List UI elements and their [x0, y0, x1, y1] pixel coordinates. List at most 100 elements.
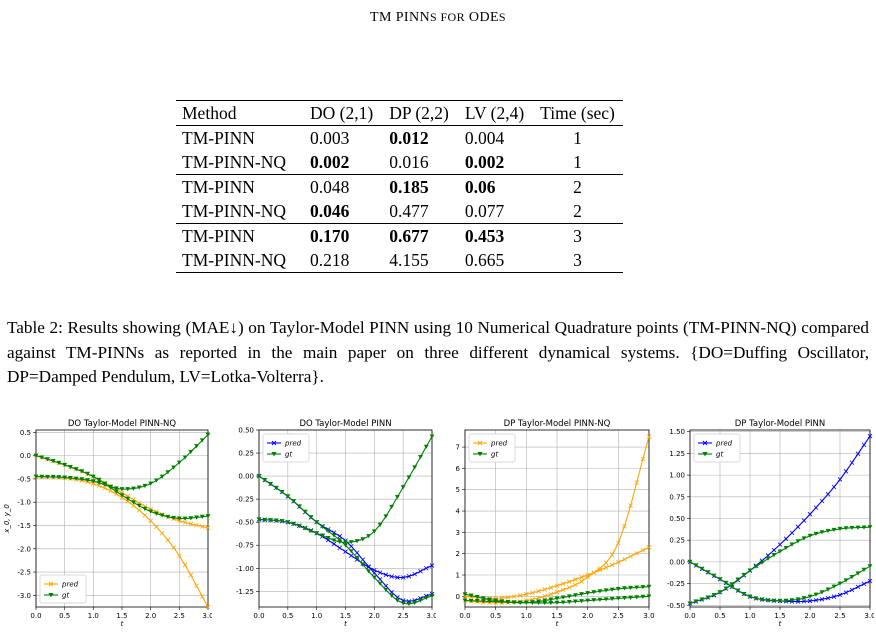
legend-marker-triangle: [702, 452, 708, 457]
marker-x: [406, 574, 412, 579]
marker-x: [813, 597, 819, 603]
marker-triangle: [843, 526, 849, 531]
marker-triangle: [693, 563, 699, 568]
marker-triangle: [131, 500, 136, 505]
marker-triangle: [296, 504, 302, 509]
marker-x: [831, 594, 837, 599]
marker-triangle: [285, 494, 291, 499]
marker-x: [343, 549, 348, 554]
header-text-end: ODE: [465, 10, 499, 25]
marker-triangle: [837, 526, 843, 532]
marker-x: [616, 540, 621, 546]
table-row: TM-PINN-NQ 0.002 0.016 0.002 1: [176, 150, 623, 175]
plot-title: DO Taylor-Model PINN-NQ: [68, 419, 177, 429]
legend-label: pred: [715, 440, 733, 448]
marker-x: [843, 469, 849, 474]
marker-x: [843, 590, 849, 595]
marker-triangle: [548, 597, 554, 602]
y-tick-label: 5: [456, 486, 460, 494]
header-smallcaps-end: s: [498, 10, 506, 24]
x-tick-label: 2.0: [582, 612, 593, 620]
marker-x: [795, 524, 801, 530]
marker-triangle: [159, 474, 165, 479]
plot-dp-pinn: DP Taylor-Model PINN 0.0 0.5 1.0 1.5 2.0 2.5 3.…: [667, 419, 874, 628]
marker-x: [530, 590, 535, 596]
marker-triangle: [628, 595, 633, 600]
marker-triangle: [90, 474, 96, 479]
marker-triangle: [268, 481, 273, 487]
table-cell: TM-PINN-NQ: [182, 152, 287, 172]
marker-triangle: [96, 477, 102, 483]
marker-triangle: [530, 600, 535, 606]
marker-triangle: [90, 479, 96, 484]
marker-triangle: [729, 582, 735, 587]
marker-x: [205, 604, 211, 610]
marker-triangle: [819, 530, 825, 535]
marker-triangle: [813, 592, 819, 597]
marker-triangle: [723, 580, 729, 586]
table-cell: 0.012: [389, 128, 429, 148]
marker-triangle: [554, 596, 560, 601]
marker-triangle: [377, 522, 383, 527]
marker-triangle: [481, 599, 486, 604]
marker-x: [136, 507, 142, 513]
plot-do-pinn: DO Taylor-Model PINN 0.0 0.5 1.0 1.5 2.0 2.5 3.…: [236, 419, 436, 628]
marker-x: [182, 562, 188, 568]
marker-x: [640, 456, 646, 462]
marker-x: [337, 533, 343, 539]
y-tick-label: 0.00: [669, 558, 685, 566]
marker-x: [861, 442, 867, 448]
x-tick-label: 3.0: [643, 612, 654, 620]
marker-triangle: [591, 598, 597, 603]
marker-x: [383, 572, 389, 578]
plot-frame: [35, 429, 209, 608]
marker-triangle: [256, 517, 262, 522]
marker-triangle: [331, 538, 337, 543]
marker-triangle: [771, 553, 777, 558]
marker-x: [360, 557, 366, 562]
marker-triangle: [262, 478, 268, 483]
marker-triangle: [125, 496, 131, 501]
marker-x: [771, 547, 777, 553]
marker-triangle: [462, 592, 468, 597]
marker-x: [603, 560, 609, 566]
marker-triangle: [849, 525, 855, 531]
marker-triangle: [366, 534, 371, 539]
marker-triangle: [205, 432, 211, 437]
x-tick-label: 0.5: [490, 612, 501, 620]
marker-triangle: [735, 588, 741, 593]
marker-triangle: [825, 587, 831, 592]
marker-triangle: [199, 514, 205, 519]
marker-triangle: [56, 475, 62, 480]
marker-triangle: [68, 476, 73, 481]
marker-triangle: [783, 598, 789, 603]
marker-x: [548, 592, 554, 597]
marker-x: [366, 564, 371, 569]
marker-x: [566, 579, 572, 584]
marker-triangle: [523, 600, 529, 605]
y-tick-label: 1: [456, 572, 460, 580]
marker-triangle: [273, 518, 279, 523]
table-row: TM-PINN-NQ 0.046 0.477 0.077 2: [176, 199, 623, 224]
marker-triangle: [360, 562, 366, 567]
marker-triangle: [56, 460, 62, 466]
marker-x: [783, 536, 789, 542]
marker-triangle: [831, 527, 837, 533]
x-tick-label: 0.0: [459, 612, 470, 620]
x-axis-label: t: [556, 620, 559, 628]
marker-triangle: [194, 515, 199, 520]
marker-x: [807, 511, 813, 517]
marker-triangle: [699, 566, 705, 572]
marker-triangle: [687, 601, 693, 606]
y-axis-label: x_0, y_0: [3, 504, 11, 534]
marker-x: [354, 550, 360, 556]
x-tick-label: 2.5: [398, 612, 409, 620]
table-cell: 1: [573, 128, 582, 148]
marker-x: [395, 575, 400, 580]
marker-x: [554, 583, 560, 588]
legend-label: pred: [284, 440, 302, 448]
marker-triangle: [154, 511, 159, 516]
plot-frame: [464, 429, 650, 608]
marker-triangle: [159, 513, 165, 518]
marker-x: [813, 505, 819, 510]
